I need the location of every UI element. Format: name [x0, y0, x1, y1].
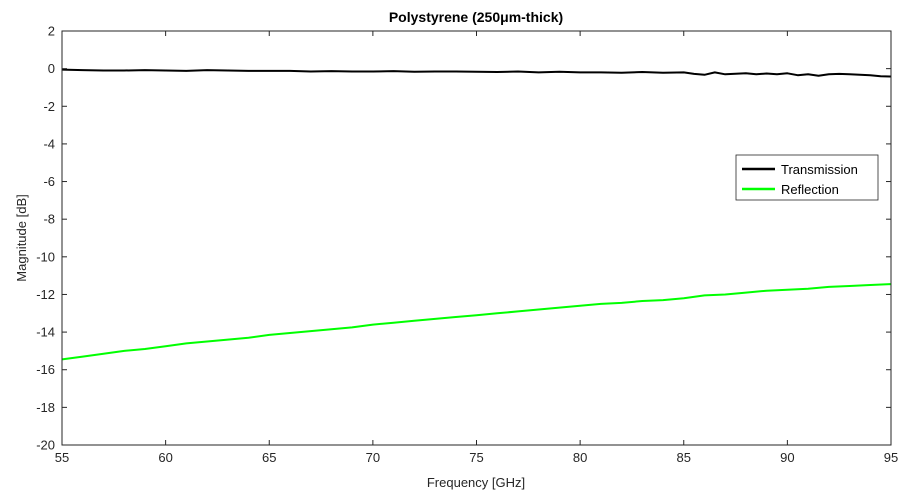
- y-tick-label: -14: [36, 325, 55, 340]
- x-ticks: 55 60 65 70 75 80 85 90 95: [55, 31, 898, 465]
- y-tick-label: -6: [43, 174, 55, 189]
- x-tick-label: 65: [262, 450, 276, 465]
- legend-box: [735, 154, 879, 201]
- series-line-transmission: [61, 68, 892, 78]
- x-tick-label: 85: [677, 450, 691, 465]
- legend: Transmission Reflection: [735, 154, 879, 201]
- y-tick-label: -2: [43, 99, 55, 114]
- series-line-reflection: [61, 283, 892, 361]
- y-tick-label: -20: [36, 438, 55, 453]
- y-axis-label: Magnitude [dB]: [14, 194, 29, 281]
- series-layer: [61, 68, 892, 361]
- y-tick-label: -4: [43, 136, 55, 151]
- y-tick-label: 2: [48, 24, 55, 39]
- y-tick-label: -12: [36, 287, 55, 302]
- plot-frame: [61, 30, 892, 446]
- legend-label-transmission: Transmission: [781, 162, 858, 177]
- x-tick-label: 55: [55, 450, 69, 465]
- x-tick-label: 70: [366, 450, 380, 465]
- x-tick-label: 95: [884, 450, 898, 465]
- y-ticks: 2 0 -2 -4 -6 -8 -10 -12 -14 -16 -18 -20: [36, 24, 891, 453]
- plot-area: [62, 31, 891, 445]
- y-tick-label: -8: [43, 212, 55, 227]
- legend-label-reflection: Reflection: [781, 182, 839, 197]
- x-tick-label: 80: [573, 450, 587, 465]
- y-tick-label: 0: [48, 61, 55, 76]
- y-tick-label: -18: [36, 400, 55, 415]
- y-tick-label: -16: [36, 362, 55, 377]
- x-tick-label: 90: [780, 450, 794, 465]
- x-tick-label: 75: [469, 450, 483, 465]
- y-tick-label: -10: [36, 249, 55, 264]
- x-axis-label: Frequency [GHz]: [427, 475, 525, 490]
- x-tick-label: 60: [158, 450, 172, 465]
- chart-title: Polystyrene (250μm-thick): [389, 9, 563, 25]
